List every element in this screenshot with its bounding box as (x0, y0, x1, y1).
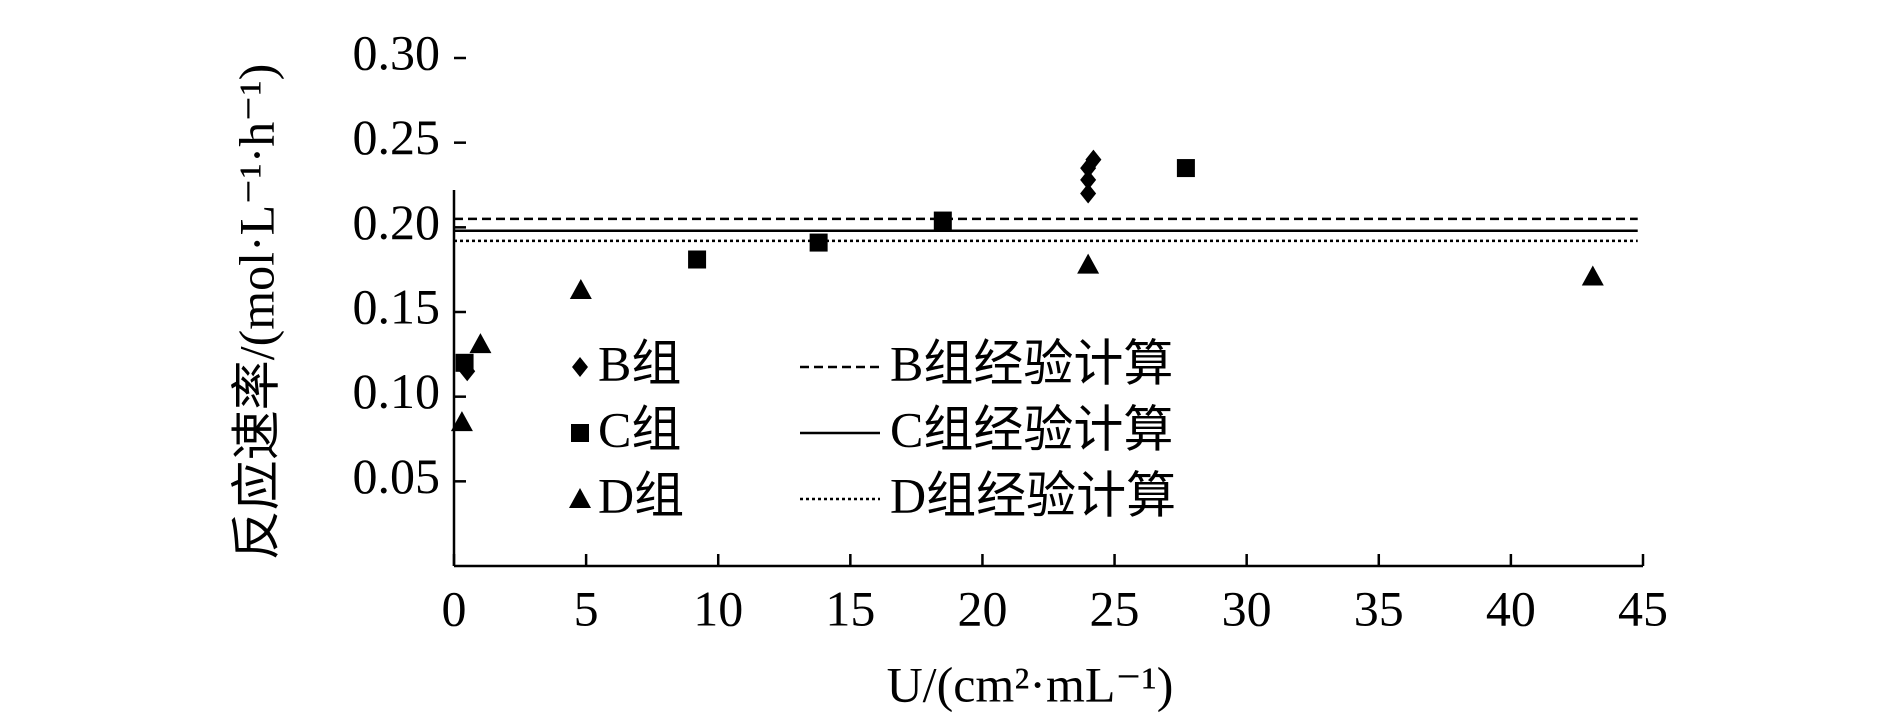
x-tick-label: 25 (1090, 580, 1140, 636)
square-marker (809, 233, 828, 252)
legend-label: D组经验计算 (890, 467, 1176, 523)
y-tick-label: 0.15 (353, 278, 441, 334)
x-tick-label: 40 (1486, 580, 1536, 636)
triangle-marker (569, 488, 591, 508)
diamond-marker (1085, 149, 1102, 170)
y-tick-label: 0.25 (353, 109, 441, 165)
x-tick-label: 15 (825, 580, 875, 636)
legend-label: C组经验计算 (890, 401, 1173, 457)
legend-label: D组 (598, 467, 684, 523)
square-marker (688, 250, 707, 269)
diamond-marker (1080, 169, 1097, 190)
y-axis-label: 反应速率/(mol·L⁻¹·h⁻¹) (228, 64, 284, 561)
y-tick-label: 0.10 (353, 363, 441, 419)
triangle-marker (1581, 265, 1604, 286)
square-marker (933, 211, 952, 230)
y-tick-label: 0.05 (353, 448, 441, 504)
legend-label: B组 (598, 335, 681, 391)
triangle-marker (569, 278, 592, 299)
square-marker (455, 353, 474, 372)
diamond-marker (1080, 183, 1097, 204)
triangle-marker (450, 411, 473, 432)
x-tick-label: 0 (442, 580, 467, 636)
x-tick-label: 35 (1354, 580, 1404, 636)
y-tick-label: 0.30 (353, 24, 441, 80)
x-tick-label: 10 (693, 580, 743, 636)
diamond-marker (572, 357, 588, 377)
legend-label: C组 (598, 401, 681, 457)
x-axis-label: U/(cm²·mL⁻¹) (887, 656, 1174, 712)
legend-label: B组经验计算 (890, 335, 1173, 391)
x-tick-label: 5 (574, 580, 599, 636)
x-tick-label: 20 (957, 580, 1007, 636)
square-marker (1176, 159, 1195, 178)
triangle-marker (469, 333, 492, 354)
x-tick-label: 30 (1222, 580, 1272, 636)
y-tick-label: 0.20 (353, 194, 441, 250)
triangle-marker (1077, 253, 1100, 274)
x-tick-label: 45 (1618, 580, 1668, 636)
square-marker (571, 424, 589, 442)
